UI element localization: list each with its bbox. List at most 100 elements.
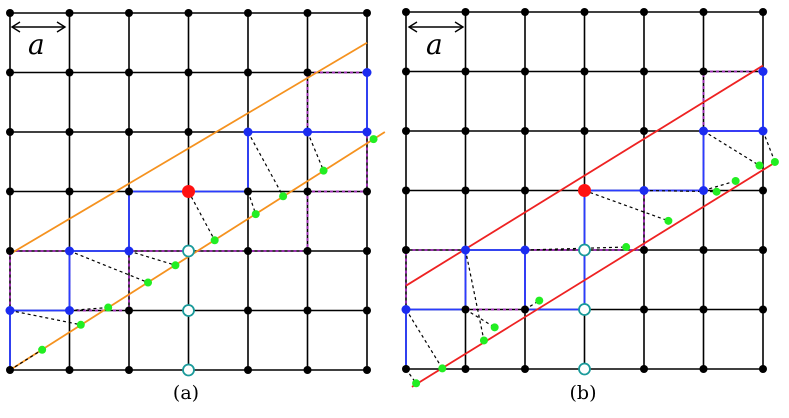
projection-line xyxy=(405,309,443,369)
lattice-node xyxy=(521,127,529,135)
lattice-node xyxy=(303,366,312,374)
scale-label-b: a xyxy=(426,28,443,61)
projection-line xyxy=(9,309,81,326)
projected-point xyxy=(535,296,544,305)
projected-point xyxy=(622,243,631,252)
lattice-node xyxy=(759,8,767,16)
lattice-node xyxy=(461,365,470,373)
lattice-node xyxy=(521,67,529,76)
lattice-node xyxy=(244,306,252,315)
lattice-node xyxy=(759,186,767,195)
lattice-node xyxy=(303,306,312,315)
scale-label-a: a xyxy=(28,28,45,61)
projection-line xyxy=(247,131,284,197)
projected-point xyxy=(104,303,113,312)
blue-node xyxy=(520,245,530,255)
lattice-node xyxy=(244,68,252,77)
lattice-node xyxy=(184,68,193,77)
lattice-node xyxy=(363,247,371,255)
lattice-node xyxy=(244,9,252,17)
panel-b xyxy=(401,8,779,388)
lattice-node xyxy=(461,127,470,135)
lattice-node xyxy=(363,366,371,374)
projected-point xyxy=(731,176,740,185)
lattice-node xyxy=(363,306,371,315)
lattice-node xyxy=(303,187,312,196)
lattice-node xyxy=(363,9,371,17)
lattice-node xyxy=(521,8,529,16)
vacancy-circle xyxy=(182,304,195,317)
projected-point xyxy=(38,345,47,354)
blue-node xyxy=(699,186,708,195)
projected-point xyxy=(76,320,85,329)
lattice-node xyxy=(184,128,193,136)
lattice-node xyxy=(402,67,410,76)
lattice-node xyxy=(699,365,708,373)
blue-node xyxy=(65,306,74,315)
projection-line xyxy=(69,250,149,284)
vacancy-circle xyxy=(578,303,591,316)
vacancy-circle xyxy=(182,244,195,258)
caption-b: (b) xyxy=(570,382,597,404)
lattice-node xyxy=(640,127,648,135)
lattice-node xyxy=(699,246,708,254)
lattice-node xyxy=(125,128,133,136)
projected-point xyxy=(251,210,260,219)
blue-node xyxy=(124,246,134,256)
lattice-node xyxy=(759,365,767,373)
projected-point xyxy=(479,336,488,345)
projected-point xyxy=(412,379,421,388)
blue-node xyxy=(639,186,649,195)
blue-node xyxy=(461,245,470,255)
lattice-node xyxy=(461,305,470,314)
blue-node xyxy=(65,246,74,256)
projected-point xyxy=(171,261,180,270)
lower-diagonal-line xyxy=(411,159,779,388)
lattice-node xyxy=(461,67,470,76)
blue-node xyxy=(362,127,372,137)
projection-line xyxy=(703,130,760,167)
lattice-node xyxy=(580,67,589,76)
projection-line xyxy=(128,250,176,266)
projected-point xyxy=(438,364,447,373)
projected-point xyxy=(279,192,288,201)
lattice-node xyxy=(65,128,74,136)
blue-node xyxy=(5,306,15,315)
projection-line xyxy=(464,249,485,341)
lattice-node xyxy=(699,67,708,76)
projection-line xyxy=(584,189,669,222)
lattice-node xyxy=(244,366,252,374)
lattice-node xyxy=(521,186,529,195)
lattice-node xyxy=(759,246,767,254)
panel-a xyxy=(5,9,386,377)
projection-line xyxy=(306,131,325,171)
lattice-node xyxy=(640,67,648,76)
projected-point xyxy=(144,278,153,287)
lattice-node xyxy=(6,9,14,17)
lattice-node xyxy=(699,305,708,314)
projection-line xyxy=(69,306,109,312)
lattice-node xyxy=(244,247,252,255)
lattice-node xyxy=(125,68,133,77)
lattice-node xyxy=(125,187,133,196)
lattice-node xyxy=(363,187,371,196)
scale-bar-a: a xyxy=(10,21,67,61)
blue-node xyxy=(362,68,372,77)
blue-node xyxy=(303,127,312,137)
lattice-node xyxy=(402,246,410,254)
lattice-node xyxy=(65,366,74,374)
projected-point xyxy=(369,135,378,144)
lattice-node xyxy=(6,128,14,136)
blue-node xyxy=(758,67,768,76)
projected-point xyxy=(490,323,499,332)
lattice-node xyxy=(580,8,589,16)
projected-point xyxy=(770,157,779,166)
lattice-node xyxy=(184,9,193,17)
projected-point xyxy=(755,161,764,170)
lattice-node xyxy=(759,305,767,314)
scale-bar-b: a xyxy=(407,21,465,61)
vacancy-circle xyxy=(578,362,591,376)
lattice-node xyxy=(303,68,312,77)
projected-point xyxy=(664,216,673,225)
